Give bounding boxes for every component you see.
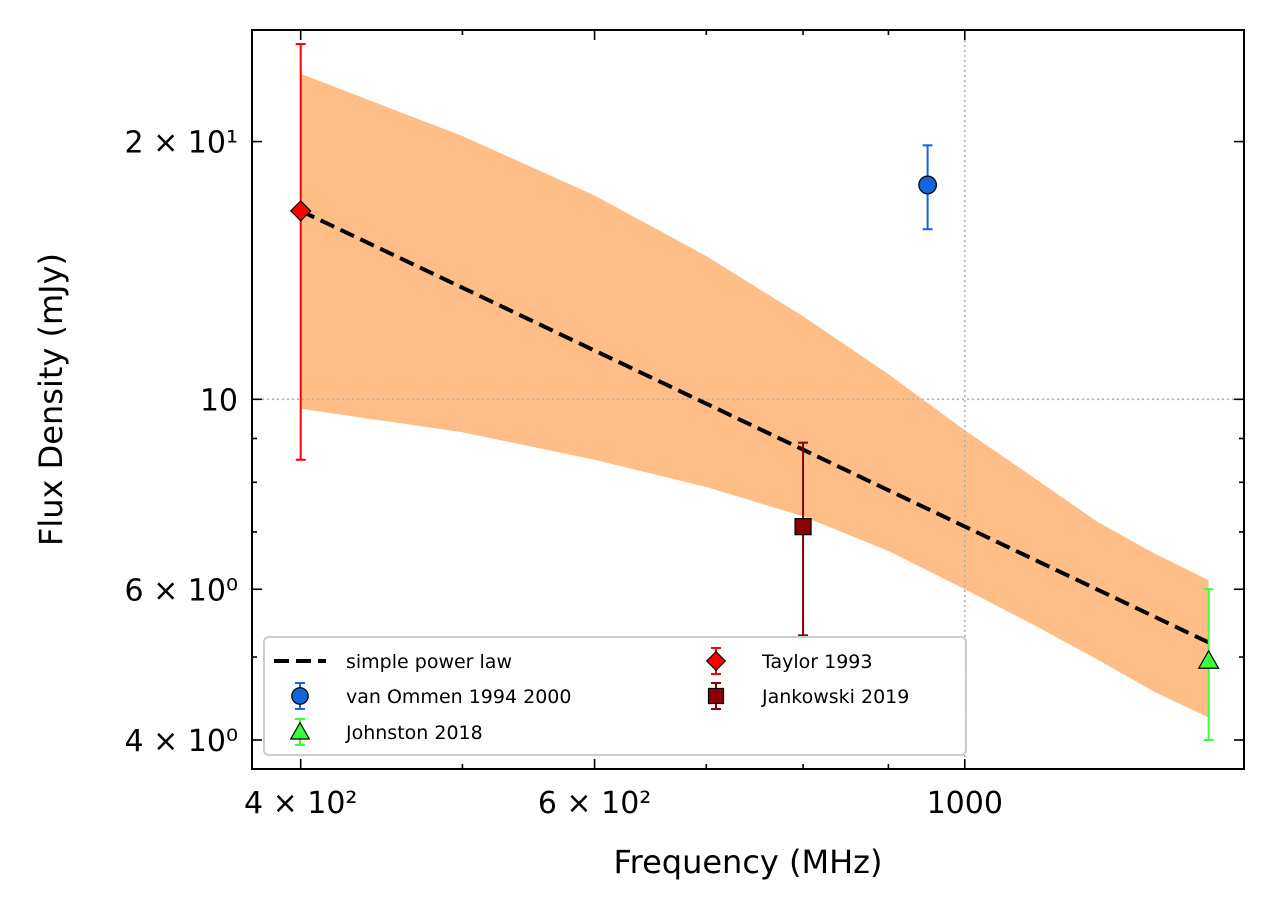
legend-marker: [289, 721, 311, 740]
data-point: [918, 175, 938, 195]
y-tick-label: 2 × 10¹: [125, 126, 239, 161]
confidence-band-layer: [300, 73, 1209, 718]
legend-label: Jankowski 2019: [761, 686, 909, 708]
x-tick-label: 1000: [927, 786, 1003, 821]
legend-marker: [707, 687, 725, 705]
legend-entry: Jankowski 2019: [707, 682, 909, 710]
data-point: [794, 518, 812, 536]
plot-frame-layer: [251, 29, 1245, 770]
legend-entry: Johnston 2018: [289, 718, 483, 746]
data-points-layer: [289, 43, 1220, 742]
legend-entry: simple power law: [274, 651, 512, 673]
y-tick-label: 4 × 10⁰: [125, 724, 239, 759]
legend-marker: [291, 687, 309, 705]
legend-entry: van Ommen 1994 2000: [291, 682, 571, 710]
legend: simple power law van Ommen 1994 2000 Johns…: [263, 636, 967, 756]
legend-label: simple power law: [346, 651, 512, 673]
tick-labels-layer: 4 × 10² 6 × 10² 1000 4 × 10⁰ 6 × 10⁰ 10 2 × 10…: [125, 126, 1003, 821]
confidence-band: [300, 73, 1209, 718]
y-axis-label: Flux Density (mJy): [32, 253, 70, 546]
fit-line-layer: [299, 209, 1210, 645]
data-point: [1197, 649, 1220, 669]
legend-entry: Taylor 1993: [705, 647, 872, 675]
legend-label: Johnston 2018: [345, 722, 483, 744]
y-tick-label: 6 × 10⁰: [125, 573, 239, 608]
legend-marker: [705, 650, 727, 672]
x-tick-label: 6 × 10²: [538, 786, 652, 821]
x-tick-label: 4 × 10²: [244, 786, 358, 821]
x-axis-label: Frequency (MHz): [614, 843, 883, 881]
fit-line: [299, 209, 1210, 645]
data-point: [289, 200, 312, 222]
legend-label: van Ommen 1994 2000: [346, 686, 571, 708]
legend-frame: [263, 636, 967, 756]
legend-label: Taylor 1993: [761, 651, 872, 673]
y-tick-label: 10: [200, 383, 238, 418]
